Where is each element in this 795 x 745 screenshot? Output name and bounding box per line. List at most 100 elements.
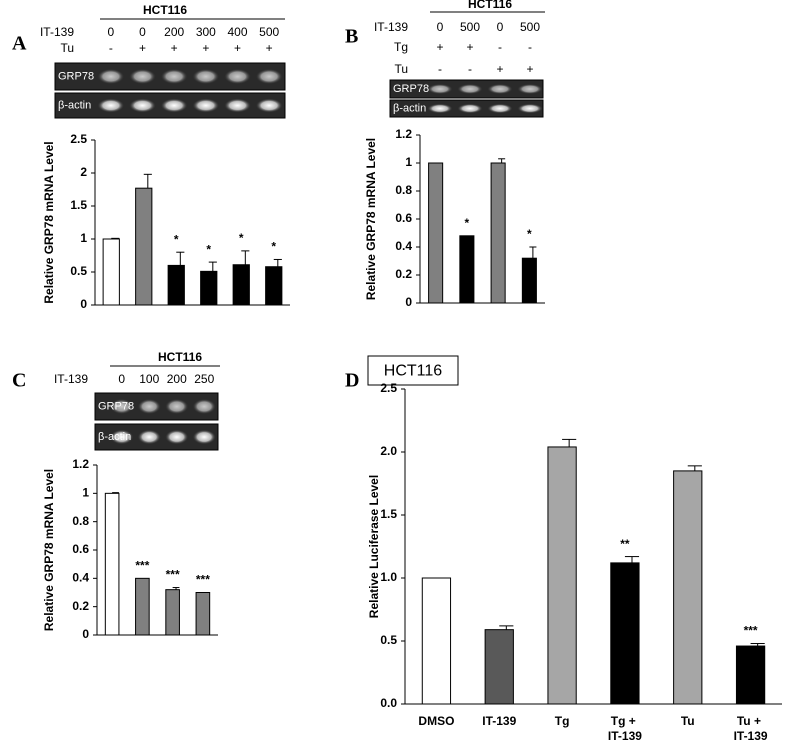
y-tick-label: 1.2 <box>72 457 89 471</box>
condition-value: 300 <box>196 25 216 39</box>
condition-value: 250 <box>194 372 214 386</box>
gel-band <box>427 83 453 95</box>
bar <box>421 577 452 705</box>
y-tick-label: 1 <box>405 155 412 169</box>
gel-band-label: β-actin <box>393 102 426 114</box>
gel-band <box>457 103 483 114</box>
condition-value: 500 <box>520 20 540 34</box>
y-tick-label: 0.0 <box>380 696 397 710</box>
y-tick-label: 0.2 <box>72 599 89 613</box>
gel-band <box>224 98 251 113</box>
gel-band <box>517 103 543 114</box>
y-axis-label: Relative GRP78 mRNA Level <box>364 138 378 300</box>
bar <box>459 235 475 304</box>
bar <box>490 162 506 304</box>
condition-value: + <box>436 40 443 54</box>
panel-letter: A <box>12 33 27 55</box>
gel-band <box>129 98 156 113</box>
y-tick-label: 0.4 <box>72 571 89 585</box>
condition-label: IT-139 <box>40 25 74 39</box>
condition-value: + <box>466 40 473 54</box>
bar <box>102 238 120 306</box>
gel-band <box>192 98 220 113</box>
gel-band-label: GRP78 <box>58 70 94 82</box>
condition-value: 500 <box>460 20 480 34</box>
y-tick-label: 0 <box>80 297 87 311</box>
bar <box>167 264 185 306</box>
y-tick-label: 1.5 <box>380 507 397 521</box>
condition-value: + <box>526 62 533 76</box>
gel-band <box>97 68 125 85</box>
gel-band <box>255 98 283 113</box>
gel-band <box>192 68 220 85</box>
bar <box>610 562 640 705</box>
condition-value: + <box>202 41 209 55</box>
y-tick-label: 0 <box>82 627 89 641</box>
condition-value: - <box>468 62 472 76</box>
gel-band <box>165 398 189 415</box>
condition-value: 200 <box>167 372 187 386</box>
condition-value: 0 <box>139 25 146 39</box>
x-tick-label: Tg <box>555 714 570 728</box>
y-axis-label: Relative GRP78 mRNA Level <box>42 469 56 631</box>
bar <box>673 470 703 705</box>
condition-value: 0 <box>107 25 114 39</box>
bar <box>135 187 153 306</box>
significance: * <box>206 242 211 256</box>
y-tick-label: 2.5 <box>380 381 397 395</box>
gel-band <box>110 398 134 415</box>
gel-band <box>517 83 543 95</box>
y-tick-label: 0 <box>405 295 412 309</box>
significance: *** <box>166 568 180 582</box>
gel-band <box>487 83 513 95</box>
bar <box>195 592 211 636</box>
panel-letter: D <box>345 370 359 392</box>
gel-band-label: β-actin <box>58 99 91 111</box>
gel-band-label: β-actin <box>98 431 131 443</box>
condition-label: Tg <box>394 40 408 54</box>
y-tick-label: 1.5 <box>70 198 87 212</box>
condition-value: 0 <box>497 20 504 34</box>
bar <box>200 270 218 306</box>
y-tick-label: 0.5 <box>70 264 87 278</box>
gel-band <box>160 68 188 85</box>
x-tick-label: Tu <box>681 714 695 728</box>
gel-band <box>97 98 125 113</box>
condition-label: Tu <box>394 62 408 76</box>
title-box <box>367 355 459 386</box>
gel-band <box>192 429 216 445</box>
cell-line: HCT116 <box>158 350 202 364</box>
y-tick-label: 1.0 <box>380 570 397 584</box>
bar <box>735 645 766 705</box>
x-tick-label: DMSO <box>418 714 454 728</box>
gel-band <box>224 68 251 85</box>
cell-line: HCT116 <box>143 3 187 17</box>
y-axis-label: Relative Luciferase Level <box>367 475 381 618</box>
gel-band <box>165 429 189 445</box>
bar <box>232 264 250 306</box>
condition-value: 0 <box>118 372 125 386</box>
x-tick-label: Tu + IT-139 <box>734 714 768 743</box>
gel-band <box>129 68 156 85</box>
significance: *** <box>196 573 210 587</box>
bar <box>484 629 514 705</box>
gel-band <box>160 98 188 113</box>
condition-value: + <box>234 41 241 55</box>
condition-value: 500 <box>259 25 279 39</box>
y-tick-label: 2.0 <box>380 444 397 458</box>
condition-value: + <box>496 62 503 76</box>
condition-value: 100 <box>139 372 159 386</box>
bar <box>135 577 150 636</box>
gel-band <box>487 103 513 114</box>
condition-value: 400 <box>227 25 247 39</box>
y-axis-label: Relative GRP78 mRNA Level <box>42 141 56 303</box>
condition-label: IT-139 <box>54 372 88 386</box>
gel-band <box>137 398 161 415</box>
condition-value: 0 <box>437 20 444 34</box>
gel-band <box>137 429 161 445</box>
condition-label: IT-139 <box>374 20 408 34</box>
gel-band <box>110 429 134 445</box>
cell-line: HCT116 <box>468 0 512 11</box>
chart-title: HCT116 <box>384 363 442 380</box>
